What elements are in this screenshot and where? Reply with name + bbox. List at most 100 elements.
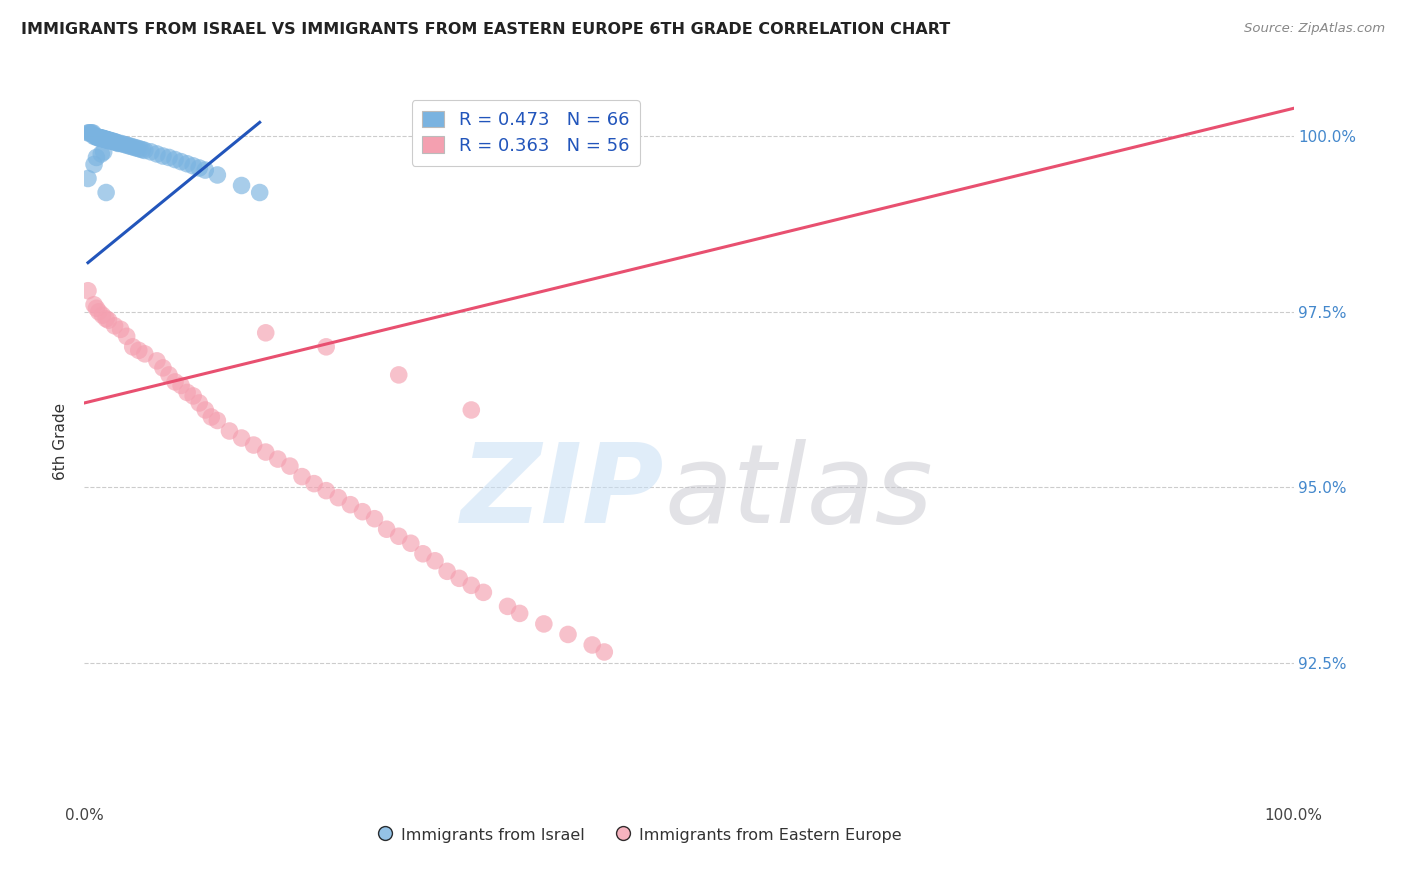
Point [533, 616, 555, 631]
Point [188, 161, 211, 175]
Point [423, 554, 446, 568]
Point [110, 136, 132, 151]
Point [165, 153, 187, 167]
Text: ZIP: ZIP [461, 439, 665, 546]
Point [165, 375, 187, 389]
Point [87, 305, 110, 319]
Point [231, 178, 253, 193]
Point [127, 141, 149, 155]
Point [449, 571, 471, 585]
Point [90, 147, 112, 161]
Point [93, 131, 115, 145]
Point [593, 645, 616, 659]
Point [103, 134, 125, 148]
Point [101, 134, 124, 148]
Point [94, 132, 117, 146]
Point [388, 368, 411, 382]
Point [188, 396, 211, 410]
Legend: Immigrants from Israel, Immigrants from Eastern Europe: Immigrants from Israel, Immigrants from … [373, 821, 908, 849]
Point [82, 126, 104, 140]
Point [100, 134, 122, 148]
Point [134, 347, 156, 361]
Point [94, 133, 117, 147]
Point [96, 133, 118, 147]
Point [128, 343, 150, 358]
Point [97, 133, 120, 147]
Point [79, 126, 101, 140]
Point [80, 126, 103, 140]
Point [86, 129, 108, 144]
Point [194, 403, 217, 417]
Point [181, 159, 204, 173]
Point [104, 318, 127, 333]
Point [86, 301, 108, 316]
Point [131, 143, 153, 157]
Point [86, 129, 108, 144]
Point [105, 136, 128, 150]
Point [77, 284, 100, 298]
Point [194, 163, 217, 178]
Point [89, 130, 111, 145]
Point [436, 564, 458, 578]
Point [93, 132, 115, 146]
Point [77, 126, 100, 140]
Point [157, 368, 180, 382]
Point [472, 585, 495, 599]
Point [96, 133, 118, 147]
Point [581, 638, 603, 652]
Point [139, 145, 162, 159]
Point [94, 186, 117, 200]
Point [134, 144, 156, 158]
Point [509, 607, 531, 621]
Point [388, 529, 411, 543]
Text: IMMIGRANTS FROM ISRAEL VS IMMIGRANTS FROM EASTERN EUROPE 6TH GRADE CORRELATION C: IMMIGRANTS FROM ISRAEL VS IMMIGRANTS FRO… [21, 22, 950, 37]
Point [91, 308, 114, 322]
Text: atlas: atlas [665, 439, 934, 546]
Point [231, 431, 253, 445]
Point [207, 168, 229, 182]
Point [207, 413, 229, 427]
Point [181, 389, 204, 403]
Point [302, 476, 325, 491]
Point [157, 151, 180, 165]
Point [339, 498, 361, 512]
Y-axis label: 6th Grade: 6th Grade [53, 403, 69, 480]
Point [278, 459, 301, 474]
Point [129, 142, 152, 156]
Point [328, 491, 350, 505]
Point [121, 340, 143, 354]
Point [315, 483, 337, 498]
Point [83, 157, 105, 171]
Point [104, 135, 127, 149]
Point [110, 322, 132, 336]
Point [77, 171, 100, 186]
Point [97, 134, 120, 148]
Point [86, 130, 108, 145]
Point [121, 140, 143, 154]
Point [375, 522, 398, 536]
Point [83, 298, 105, 312]
Text: Source: ZipAtlas.com: Source: ZipAtlas.com [1244, 22, 1385, 36]
Point [83, 129, 105, 144]
Point [115, 329, 138, 343]
Point [94, 132, 117, 146]
Point [120, 139, 142, 153]
Point [412, 547, 434, 561]
Point [218, 424, 240, 438]
Point [117, 138, 139, 153]
Point [89, 130, 111, 145]
Point [97, 313, 120, 327]
Point [90, 131, 112, 145]
Point [176, 385, 198, 400]
Point [114, 137, 136, 152]
Point [124, 140, 146, 154]
Point [90, 130, 112, 145]
Point [84, 129, 107, 144]
Point [496, 599, 519, 614]
Point [91, 131, 114, 145]
Point [267, 452, 290, 467]
Point [94, 311, 117, 326]
Point [557, 627, 579, 641]
Point [87, 130, 110, 145]
Point [176, 157, 198, 171]
